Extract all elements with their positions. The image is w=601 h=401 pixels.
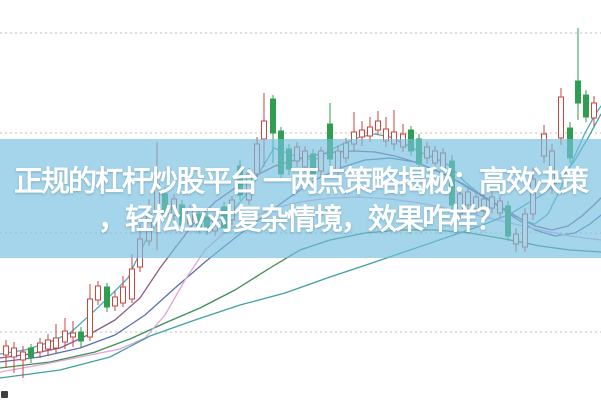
corner-mark <box>1 391 8 398</box>
